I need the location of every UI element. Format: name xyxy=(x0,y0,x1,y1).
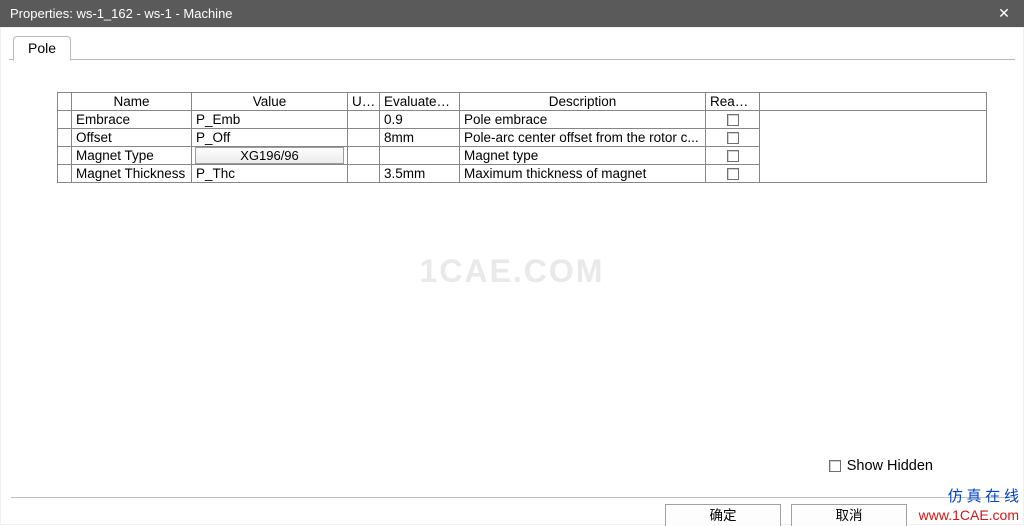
footer-line2: www.1CAE.com xyxy=(919,506,1019,524)
row-selector[interactable] xyxy=(58,111,72,129)
titlebar: Properties: ws-1_162 - ws-1 - Machine ✕ xyxy=(0,0,1024,27)
show-hidden-label: Show Hidden xyxy=(847,458,933,474)
show-hidden-checkbox[interactable] xyxy=(829,460,841,472)
col-description[interactable]: Description xyxy=(460,93,706,111)
cell-readonly[interactable] xyxy=(706,129,760,147)
cell-readonly[interactable] xyxy=(706,111,760,129)
footer-line1: 仿 真 在 线 xyxy=(919,488,1019,506)
readonly-checkbox[interactable] xyxy=(727,150,739,162)
cell-value[interactable]: P_Thc xyxy=(192,165,348,183)
cell-description[interactable]: Pole embrace xyxy=(460,111,706,129)
tabstrip: Pole xyxy=(9,36,1015,60)
close-icon[interactable]: ✕ xyxy=(984,0,1024,27)
value-button[interactable]: XG196/96 xyxy=(195,147,344,164)
cell-unit[interactable] xyxy=(348,147,380,165)
cell-readonly[interactable] xyxy=(706,165,760,183)
dialog-buttons: 确定 取消 xyxy=(665,504,907,526)
cell-evaluated[interactable]: 3.5mm xyxy=(380,165,460,183)
cell-unit[interactable] xyxy=(348,129,380,147)
footer-branding: 仿 真 在 线 www.1CAE.com xyxy=(919,488,1019,524)
dialog-body: Pole Name Value Unit Evaluated... Descri… xyxy=(0,27,1024,525)
cell-padding xyxy=(760,111,987,183)
show-hidden-option[interactable]: Show Hidden xyxy=(829,458,933,474)
cell-evaluated[interactable]: 8mm xyxy=(380,129,460,147)
cell-name[interactable]: Magnet Type xyxy=(72,147,192,165)
row-selector[interactable] xyxy=(58,165,72,183)
cell-description[interactable]: Pole-arc center offset from the rotor c.… xyxy=(460,129,706,147)
cell-evaluated[interactable]: 0.9 xyxy=(380,111,460,129)
window-title: Properties: ws-1_162 - ws-1 - Machine xyxy=(10,6,233,21)
table-header-row: Name Value Unit Evaluated... Description… xyxy=(58,93,987,111)
cell-value[interactable]: P_Emb xyxy=(192,111,348,129)
tab-pole[interactable]: Pole xyxy=(13,36,71,61)
tab-content: Name Value Unit Evaluated... Description… xyxy=(57,92,987,464)
readonly-checkbox[interactable] xyxy=(727,132,739,144)
readonly-checkbox[interactable] xyxy=(727,114,739,126)
properties-table: Name Value Unit Evaluated... Description… xyxy=(57,92,987,183)
ok-button[interactable]: 确定 xyxy=(665,504,781,526)
readonly-checkbox[interactable] xyxy=(727,168,739,180)
col-unit[interactable]: Unit xyxy=(348,93,380,111)
cell-evaluated[interactable] xyxy=(380,147,460,165)
cell-description[interactable]: Magnet type xyxy=(460,147,706,165)
cell-value[interactable]: XG196/96 xyxy=(192,147,348,165)
cell-description[interactable]: Maximum thickness of magnet xyxy=(460,165,706,183)
col-selector xyxy=(58,93,72,111)
cell-name[interactable]: Embrace xyxy=(72,111,192,129)
col-name[interactable]: Name xyxy=(72,93,192,111)
cell-unit[interactable] xyxy=(348,111,380,129)
table-row[interactable]: EmbraceP_Emb 0.9Pole embrace xyxy=(58,111,987,129)
separator xyxy=(11,497,1013,498)
row-selector[interactable] xyxy=(58,129,72,147)
col-evaluated[interactable]: Evaluated... xyxy=(380,93,460,111)
cell-value[interactable]: P_Off xyxy=(192,129,348,147)
row-selector[interactable] xyxy=(58,147,72,165)
col-readonly[interactable]: Read-o... xyxy=(706,93,760,111)
cancel-button[interactable]: 取消 xyxy=(791,504,907,526)
col-value[interactable]: Value xyxy=(192,93,348,111)
cell-unit[interactable] xyxy=(348,165,380,183)
cell-name[interactable]: Offset xyxy=(72,129,192,147)
cell-readonly[interactable] xyxy=(706,147,760,165)
col-padding xyxy=(760,93,987,111)
cell-name[interactable]: Magnet Thickness xyxy=(72,165,192,183)
